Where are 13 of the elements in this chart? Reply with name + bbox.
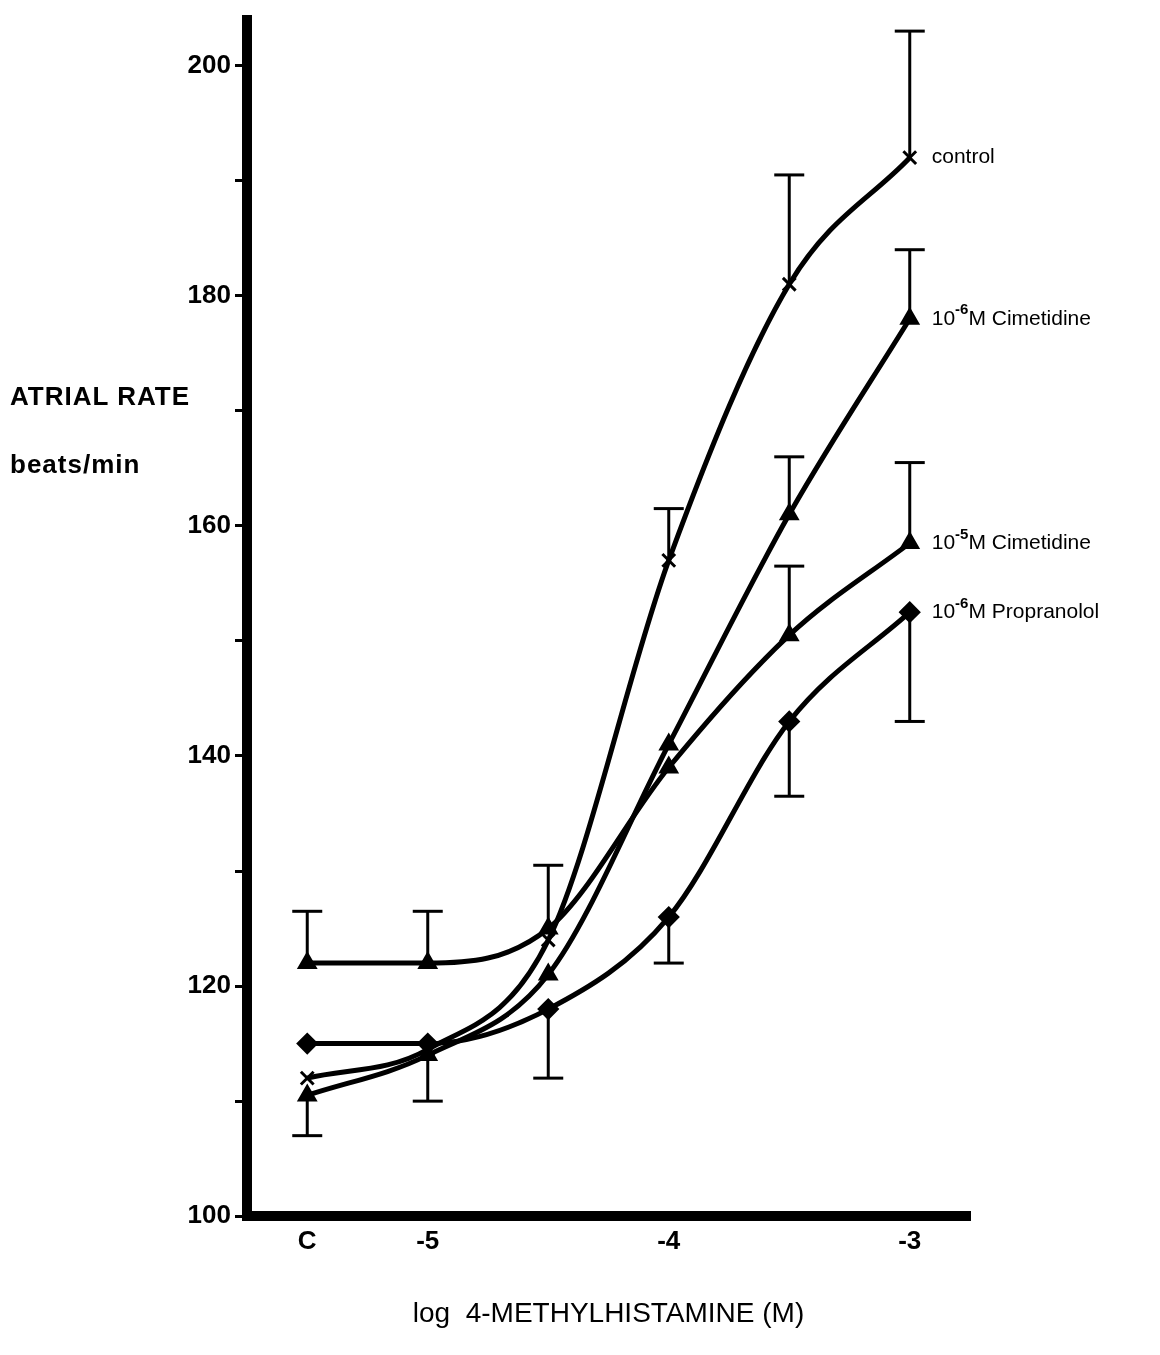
x-tick-label: -3 [898, 1224, 922, 1255]
x-tick-label: -4 [657, 1224, 681, 1255]
x-axis-title: log 4-METHYLHISTAMINE (M) [412, 1296, 805, 1328]
y-tick-label: 140 [187, 739, 231, 770]
x-tick-label: -5 [416, 1224, 440, 1255]
x-tick-label: C [297, 1224, 317, 1255]
y-tick-label: 200 [187, 48, 231, 79]
text: ATRIAL RATE beats/min [10, 381, 190, 479]
y-tick-label: 160 [187, 509, 231, 540]
y-tick-label: 100 [187, 1199, 231, 1230]
series-label: control [931, 144, 995, 168]
y-tick-label: 180 [187, 278, 231, 309]
y-tick-label: 120 [187, 969, 231, 1000]
